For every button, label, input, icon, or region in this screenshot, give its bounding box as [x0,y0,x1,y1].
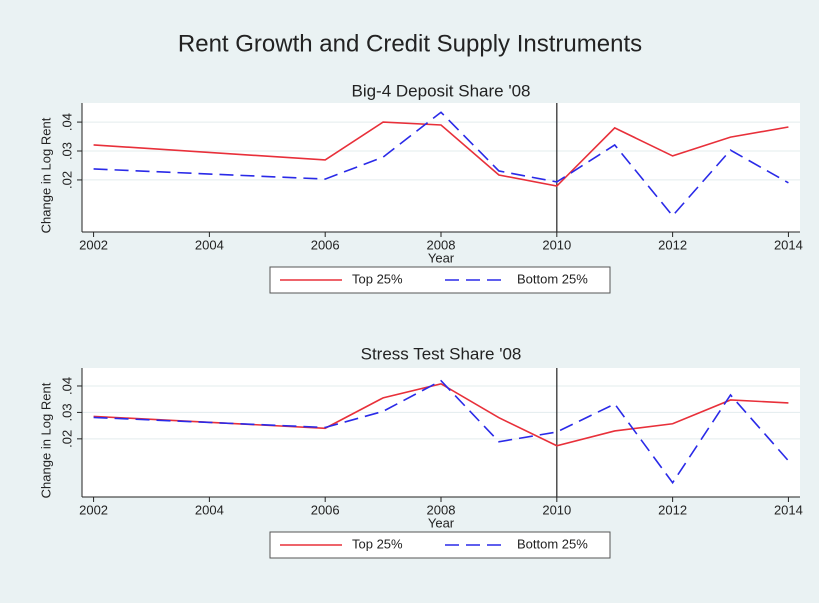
panel-title: Stress Test Share '08 [361,344,522,363]
legend-label: Bottom 25% [517,536,588,551]
x-tick-label: 2002 [79,237,108,252]
legend-label: Bottom 25% [517,271,588,286]
x-tick-label: 2002 [79,502,108,517]
panel-title: Big-4 Deposit Share '08 [351,81,530,100]
y-tick-label: .03 [59,403,74,421]
x-tick-label: 2014 [774,502,803,517]
plot-area [82,368,800,497]
y-axis-label: Change in Log Rent [38,382,53,498]
x-axis-label: Year [428,515,455,530]
figure-title: Rent Growth and Credit Supply Instrument… [178,30,642,57]
legend-label: Top 25% [352,536,403,551]
series-line [93,379,790,485]
x-tick-label: 2014 [774,237,803,252]
series-line [93,121,789,187]
x-tick-label: 2008 [427,502,456,517]
x-tick-label: 2008 [427,237,456,252]
y-tick-label: .02 [59,430,74,448]
x-tick-label: 2012 [658,237,687,252]
y-tick-label: .04 [59,377,74,395]
series-line [93,383,789,447]
x-tick-label: 2004 [195,237,224,252]
series-line [93,111,789,218]
x-tick-label: 2004 [195,502,224,517]
x-tick-label: 2010 [542,237,571,252]
x-tick-label: 2006 [311,502,340,517]
x-tick-label: 2010 [542,502,571,517]
y-tick-label: .02 [59,171,74,189]
x-tick-label: 2006 [311,237,340,252]
legend-label: Top 25% [352,271,403,286]
y-axis-label: Change in Log Rent [38,117,53,233]
x-axis-label: Year [428,250,455,265]
y-tick-label: .03 [59,142,74,160]
x-tick-label: 2012 [658,502,687,517]
y-tick-label: .04 [59,113,74,131]
